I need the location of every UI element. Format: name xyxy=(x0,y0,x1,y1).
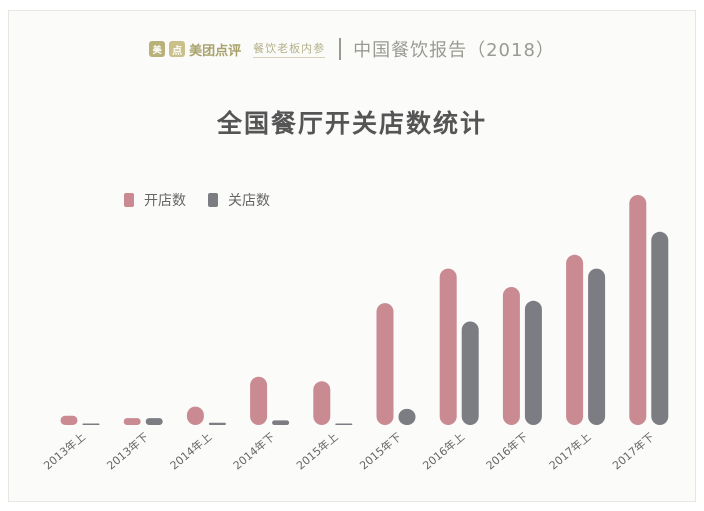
bar-open-4 xyxy=(313,381,331,425)
dianping-logo-icon: 点 xyxy=(169,41,186,57)
bar-close-9 xyxy=(651,231,669,425)
bar-open-1 xyxy=(123,418,141,425)
bar-open-5 xyxy=(376,303,394,425)
bar-close-0 xyxy=(82,423,100,425)
bars-group xyxy=(60,195,669,425)
bar-open-0 xyxy=(60,415,78,425)
header-divider xyxy=(339,38,342,60)
x-tick-label-6: 2016年上 xyxy=(420,430,467,473)
x-tick-label-0: 2013年上 xyxy=(41,430,88,473)
x-tick-label-3: 2014年下 xyxy=(230,430,277,473)
bar-open-8 xyxy=(566,254,584,425)
x-tick-label-7: 2016年下 xyxy=(483,430,530,473)
x-tick-label-4: 2015年上 xyxy=(293,430,340,473)
bar-close-4 xyxy=(335,423,353,425)
bar-close-8 xyxy=(588,268,606,425)
brand-name: 美团点评 xyxy=(189,43,242,59)
bar-open-7 xyxy=(502,287,520,425)
bar-close-1 xyxy=(145,418,163,425)
x-tick-label-2: 2014年上 xyxy=(167,430,214,473)
legend-item-open: 开店数 xyxy=(124,190,186,210)
bar-close-6 xyxy=(461,321,479,425)
bar-close-3 xyxy=(272,420,290,425)
x-axis-labels: 2013年上 2013年下 2014年上 2014年下 2015年上 2015年下 2016… xyxy=(41,430,657,473)
report-header: 美 点 美团点评 餐饮老板内参 中国餐饮报告（2018） xyxy=(0,36,704,62)
x-tick-label-9: 2017年下 xyxy=(609,430,656,473)
legend-label-close: 关店数 xyxy=(228,193,270,209)
chart-title: 全国餐厅开关店数统计 xyxy=(216,109,487,138)
legend-item-close: 关店数 xyxy=(208,190,270,210)
legend-swatch-open xyxy=(124,193,134,207)
meituan-logo-icon: 美 xyxy=(149,41,166,57)
bar-open-9 xyxy=(629,195,647,425)
legend-swatch-close xyxy=(208,193,218,207)
bar-close-2 xyxy=(208,422,226,425)
partner-name: 餐饮老板内参 xyxy=(253,40,326,58)
x-tick-label-5: 2015年下 xyxy=(357,430,404,473)
bar-open-6 xyxy=(439,268,457,425)
legend-label-open: 开店数 xyxy=(144,193,186,209)
bar-open-3 xyxy=(250,376,268,425)
brand-logo: 美 点 美团点评 xyxy=(149,40,241,59)
report-title: 中国餐饮报告（2018） xyxy=(353,40,555,61)
x-tick-label-8: 2017年上 xyxy=(546,430,593,473)
bar-open-2 xyxy=(186,406,204,425)
bar-close-5 xyxy=(398,408,416,425)
x-tick-label-1: 2013年下 xyxy=(104,430,151,473)
bar-close-7 xyxy=(524,300,542,425)
chart-legend: 开店数 关店数 xyxy=(124,190,292,210)
